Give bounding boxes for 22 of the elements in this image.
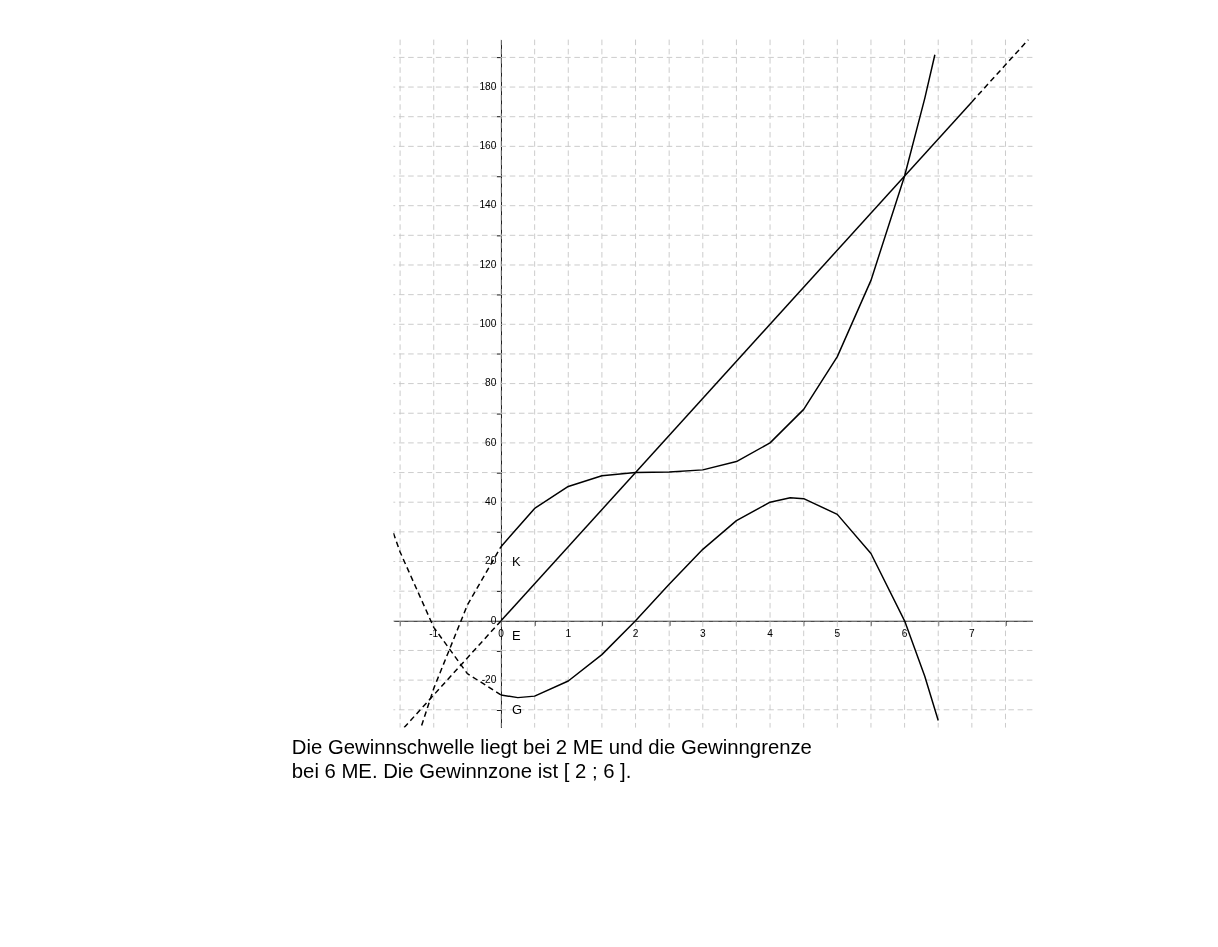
y-tick-label: 20 [485,555,497,567]
x-tick-label: 2 [632,627,639,639]
y-tick-label: -20 [481,673,497,685]
series-label: E [512,628,522,644]
x-tick-label: 1 [565,627,572,639]
x-tick-label: 5 [834,627,841,639]
y-tick-label: 180 [479,80,497,92]
x-tick-label: 7 [969,627,976,639]
y-tick-label: 140 [479,199,497,211]
text: Die Gewinnschwelle liegt bei 2 ME und die Gewinngrenze bei 6 ME. Die Gewinnzone ist [ 2 ; 6 ]. [291,736,812,783]
x-tick-label: 3 [699,627,706,639]
y-tick-label: 120 [479,258,497,270]
y-tick-label: 100 [479,318,497,330]
x-tick-label: 4 [767,627,774,639]
y-tick-label: 80 [485,377,497,389]
y-tick-label: 160 [479,140,497,152]
series-label: K [512,554,522,570]
y-tick-label: 60 [485,436,497,448]
y-tick-label: 40 [485,495,497,507]
x-tick-label: 6 [901,627,908,639]
y-tick-label: 0 [490,614,497,626]
series-label: G [512,702,523,718]
